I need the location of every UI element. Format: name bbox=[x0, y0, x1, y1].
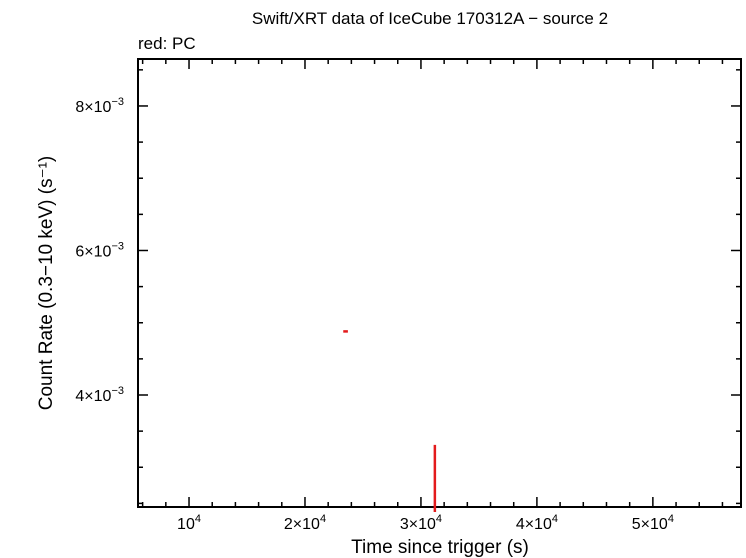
x-tick-label: 2×104 bbox=[284, 513, 326, 533]
x-tick-label: 104 bbox=[177, 513, 201, 533]
y-axis-ticks bbox=[138, 69, 741, 505]
y-axis-tick-labels: 4×10−3 6×10−3 8×10−3 bbox=[75, 96, 124, 405]
plot-frame bbox=[137, 58, 742, 508]
y-tick-label: 6×10−3 bbox=[75, 240, 124, 260]
y-tick-label: 8×10−3 bbox=[75, 96, 124, 116]
x-tick-label: 5×104 bbox=[632, 513, 674, 533]
x-tick-label: 4×104 bbox=[516, 513, 558, 533]
y-axis-label: Count Rate (0.3−10 keV) (s⁻¹) bbox=[36, 156, 57, 411]
x-axis-label: Time since trigger (s) bbox=[351, 537, 529, 558]
y-tick-label: 4×10−3 bbox=[75, 385, 124, 405]
x-tick-label: 3×104 bbox=[400, 513, 442, 533]
x-axis-ticks bbox=[141, 59, 724, 507]
chart-subtitle: red: PC bbox=[138, 34, 196, 53]
chart-title: Swift/XRT data of IceCube 170312A − sour… bbox=[252, 9, 608, 28]
x-axis-tick-labels: 104 2×104 3×104 4×104 5×104 bbox=[177, 513, 674, 533]
data-marks bbox=[343, 330, 437, 513]
